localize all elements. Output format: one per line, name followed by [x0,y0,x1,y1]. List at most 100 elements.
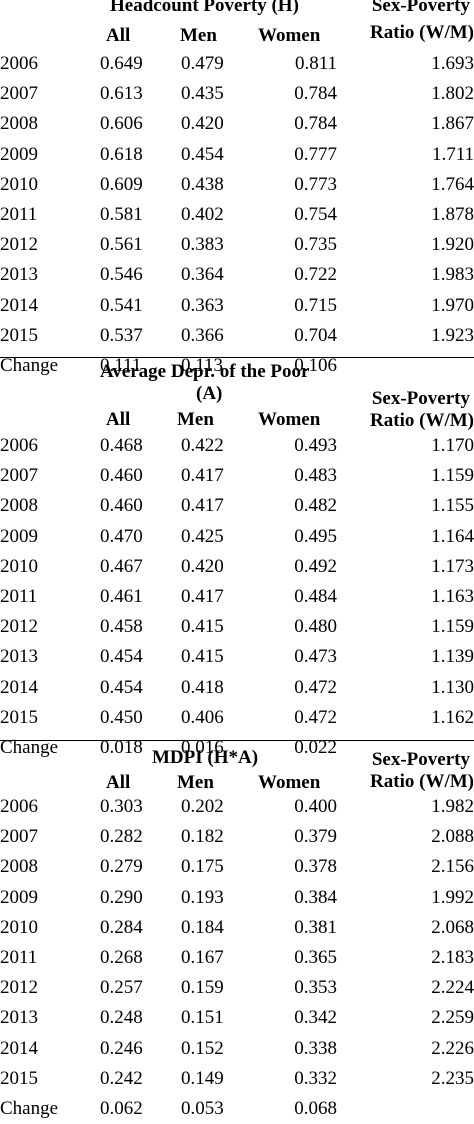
year-cell: 2006 [0,53,38,74]
men-cell: 0.053 [181,1098,224,1119]
table-row: 2009 0.290 0.193 0.384 1.992 [0,883,474,913]
table-row: 2008 0.460 0.417 0.482 1.155 [0,491,474,521]
all-cell: 0.458 [100,616,143,638]
men-cell: 0.184 [181,916,224,938]
year-cell: 2010 [0,173,38,195]
all-cell: 0.537 [100,324,143,346]
all-cell: 0.279 [100,856,143,878]
women-cell: 0.495 [294,525,337,547]
all-cell: 0.303 [100,796,143,817]
women-cell: 0.715 [294,294,337,316]
men-cell: 0.182 [181,826,224,848]
women-cell: 0.484 [294,586,337,607]
women-cell: 0.022 [294,737,337,758]
year-cell: 2012 [0,977,38,999]
year-cell: 2011 [0,586,38,607]
table-row: 2007 0.460 0.417 0.483 1.159 [0,461,474,491]
table-row: 2006 0.303 0.202 0.400 1.982 [0,792,474,822]
men-cell: 0.422 [181,435,224,456]
ratio-cell: 1.130 [431,676,474,698]
men-cell: 0.113 [181,355,224,376]
section-divider [0,357,474,358]
year-cell: 2011 [0,204,38,225]
women-cell: 0.735 [294,234,337,256]
ratio-cell: 1.155 [431,495,474,517]
all-cell: 0.546 [100,264,143,286]
ratio-cell: 2.156 [431,856,474,878]
ratio-title-line2: Ratio (W/M) [370,22,474,43]
all-cell: 0.470 [100,525,143,547]
men-cell: 0.149 [181,1067,224,1089]
ratio-title-line2: Ratio (W/M) [370,410,474,431]
all-cell: 0.248 [100,1007,143,1029]
change-row: Change 0.062 0.053 0.068 [0,1094,474,1124]
year-cell: 2010 [0,555,38,577]
ratio-cell: 2.088 [431,826,474,848]
table-row: 2008 0.606 0.420 0.784 1.867 [0,109,474,139]
women-cell: 0.379 [294,826,337,848]
men-cell: 0.175 [181,856,224,878]
ratio-cell: 2.224 [431,977,474,999]
men-cell: 0.402 [181,204,224,225]
men-cell: 0.151 [181,1007,224,1029]
all-cell: 0.613 [100,83,143,105]
men-cell: 0.454 [181,143,224,165]
table-row: 2012 0.561 0.383 0.735 1.920 [0,230,474,260]
ratio-cell: 1.693 [431,53,474,74]
ratio-cell: 1.983 [431,264,474,286]
all-cell: 0.561 [100,234,143,256]
year-cell: 2011 [0,947,38,968]
women-cell: 0.811 [294,53,337,74]
table-row: 2014 0.246 0.152 0.338 2.226 [0,1034,474,1064]
table-row: 2008 0.279 0.175 0.378 2.156 [0,852,474,882]
all-cell: 0.609 [100,173,143,195]
women-cell: 0.353 [294,977,337,999]
year-cell: 2013 [0,1007,38,1029]
ratio-cell: 1.920 [431,234,474,256]
men-cell: 0.383 [181,234,224,256]
women-cell: 0.773 [294,173,337,195]
ratio-cell: 1.982 [431,796,474,817]
ratio-cell: 2.235 [431,1067,474,1089]
men-cell: 0.363 [181,294,224,316]
women-cell: 0.493 [294,435,337,456]
women-cell: 0.473 [294,646,337,668]
women-cell: 0.381 [294,916,337,938]
col-header-all: All [106,409,131,430]
ratio-cell: 1.159 [431,616,474,638]
all-cell: 0.468 [100,435,143,456]
all-cell: 0.649 [100,53,143,74]
ratio-cell: 1.802 [431,83,474,105]
ratio-cell: 1.159 [431,465,474,487]
women-cell: 0.482 [294,495,337,517]
men-cell: 0.417 [181,495,224,517]
year-cell: Change [0,1098,59,1119]
ratio-title-line2: Ratio (W/M) [370,771,474,792]
ratio-title-line1: Sex-Poverty [371,749,470,770]
all-cell: 0.467 [100,555,143,577]
men-cell: 0.406 [181,706,224,728]
all-cell: 0.284 [100,916,143,938]
year-cell: 2014 [0,676,38,698]
women-cell: 0.068 [294,1098,337,1119]
table-row: 2011 0.461 0.417 0.484 1.163 [0,582,474,612]
year-cell: 2013 [0,264,38,286]
men-cell: 0.366 [181,324,224,346]
table-row: 2013 0.546 0.364 0.722 1.983 [0,260,474,290]
year-cell: 2009 [0,525,38,547]
year-cell: 2007 [0,465,38,487]
ratio-cell: 1.970 [431,294,474,316]
ratio-cell: 1.923 [431,324,474,346]
all-cell: 0.246 [100,1037,143,1059]
women-cell: 0.784 [294,113,337,135]
ratio-cell: 1.163 [431,586,474,607]
year-cell: 2012 [0,234,38,256]
table-row: 2012 0.257 0.159 0.353 2.224 [0,973,474,1003]
col-header-women: Women [258,772,321,793]
men-cell: 0.202 [181,796,224,817]
section-divider [0,740,474,741]
women-cell: 0.400 [294,796,337,817]
women-cell: 0.365 [294,947,337,968]
men-cell: 0.415 [181,616,224,638]
ratio-cell: 1.162 [431,706,474,728]
